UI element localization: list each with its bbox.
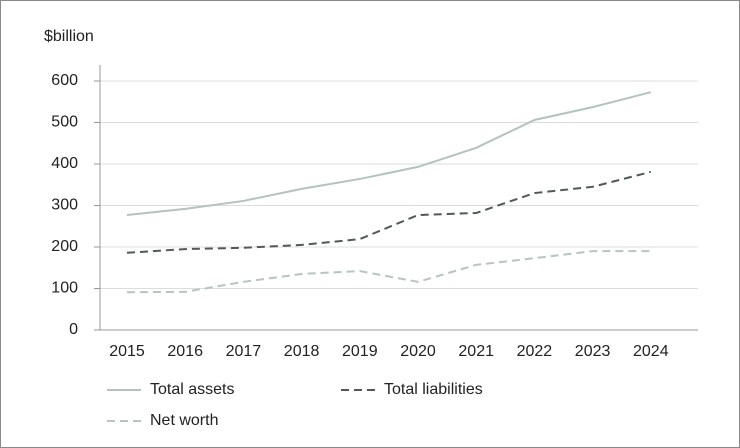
y-tick-label: 200 xyxy=(51,238,78,255)
legend-label: Total liabilities xyxy=(384,381,483,398)
x-tick-label: 2019 xyxy=(342,343,378,360)
x-tick-label: 2020 xyxy=(400,343,436,360)
x-tick-label: 2018 xyxy=(284,343,320,360)
y-tick-label: 500 xyxy=(51,114,78,131)
x-tick-label: 2021 xyxy=(458,343,494,360)
x-tick-label: 2023 xyxy=(575,343,611,360)
y-tick-label: 100 xyxy=(51,280,78,297)
x-tick-label: 2022 xyxy=(517,343,553,360)
series-line xyxy=(126,250,651,294)
y-tick-label: 0 xyxy=(69,321,78,338)
y-tick-label: 600 xyxy=(51,72,78,89)
y-tick-label: 400 xyxy=(51,155,78,172)
x-tick-label: 2024 xyxy=(633,343,669,360)
series-line xyxy=(126,91,652,217)
y-tick-label: 300 xyxy=(51,197,78,214)
series-line xyxy=(126,170,652,254)
y-axis-label: $billion xyxy=(44,28,94,45)
x-tick-label: 2016 xyxy=(167,343,203,360)
x-tick-label: 2017 xyxy=(226,343,262,360)
legend-label: Total assets xyxy=(150,381,234,398)
x-tick-label: 2015 xyxy=(109,343,145,360)
legend-label: Net worth xyxy=(150,412,218,429)
